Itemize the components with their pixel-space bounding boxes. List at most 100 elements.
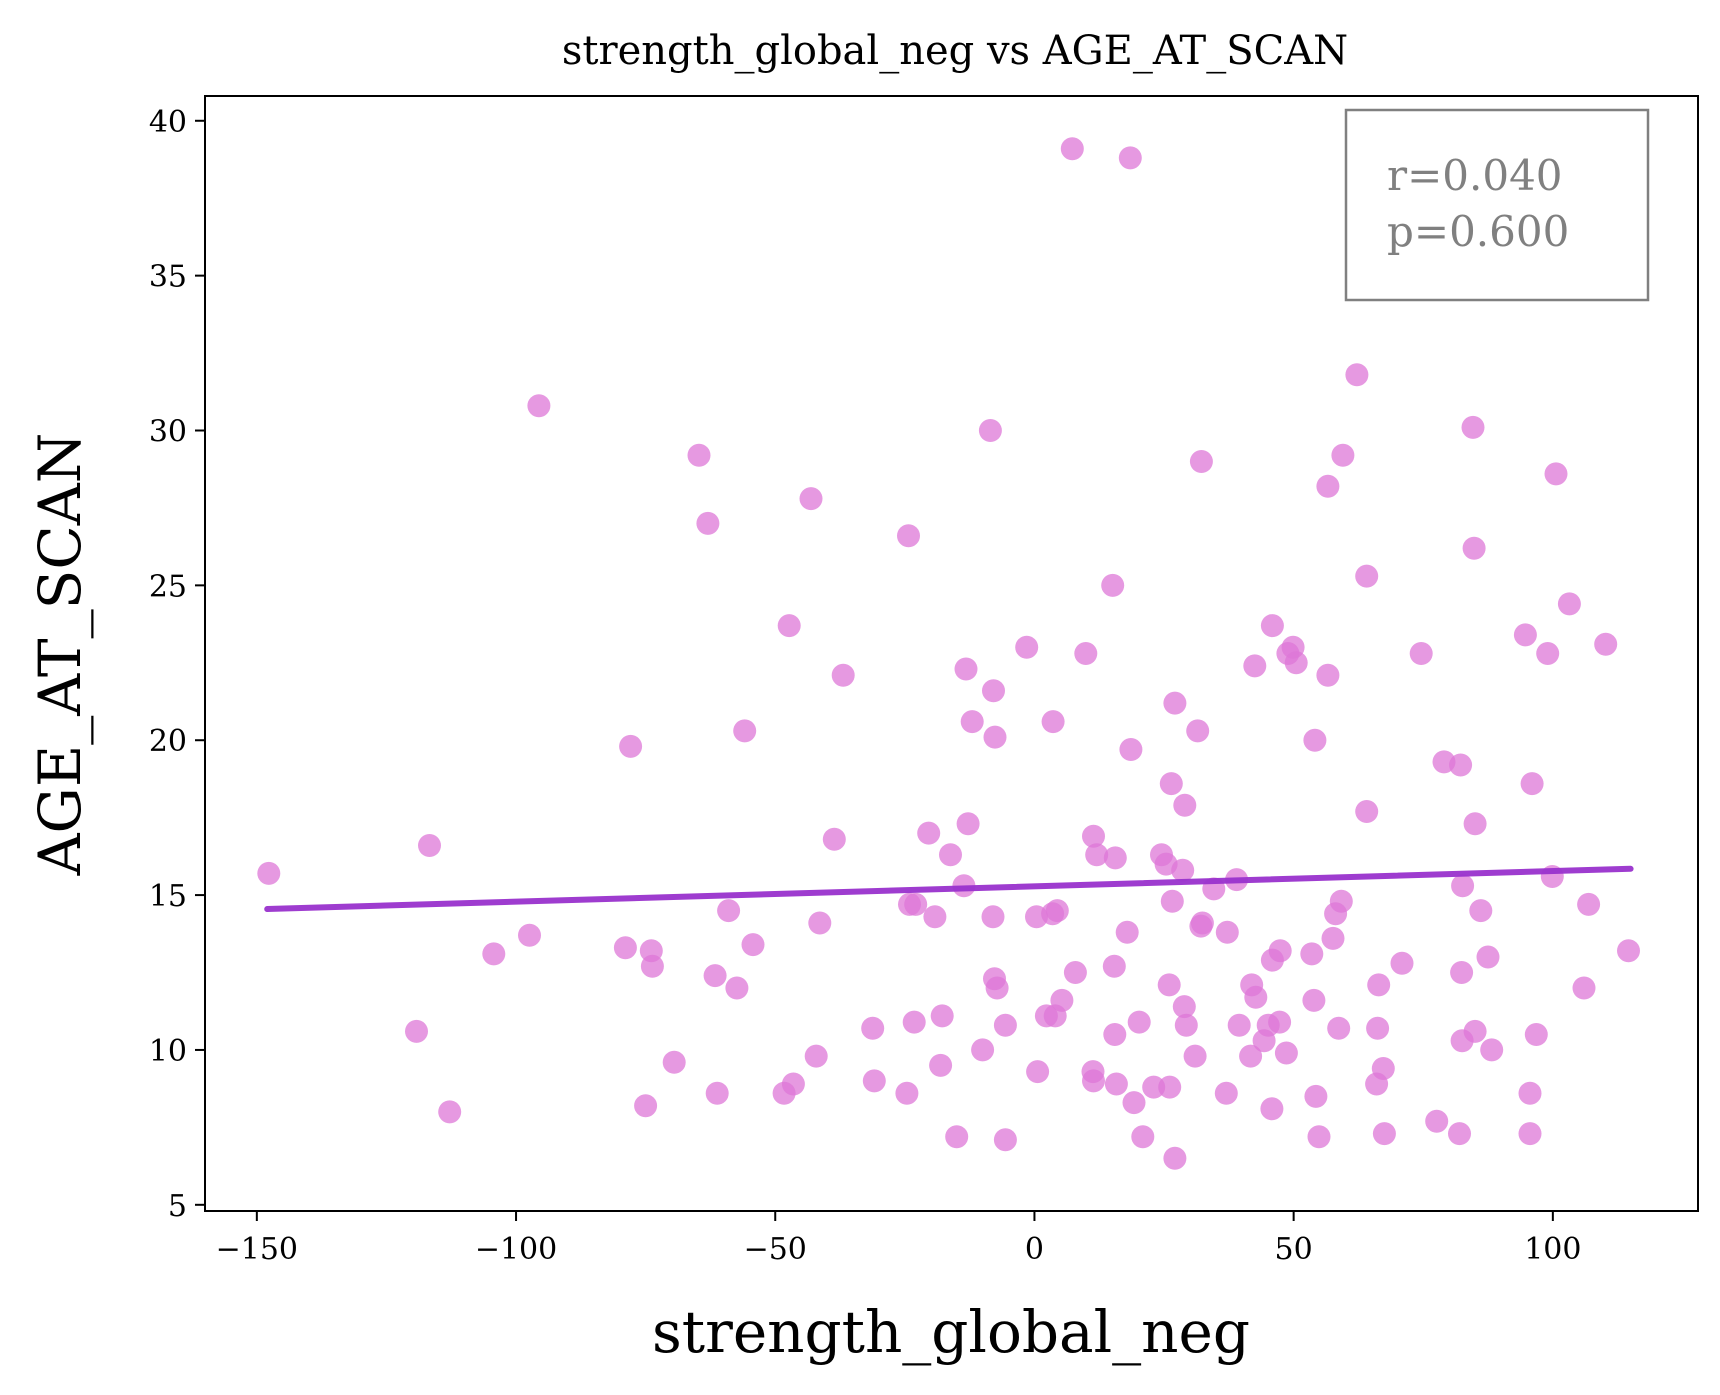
data-point: [1577, 892, 1601, 916]
data-point: [1215, 920, 1239, 944]
data-point: [1572, 976, 1596, 1000]
y-tick-label: 40: [149, 105, 187, 140]
data-point: [1303, 728, 1327, 752]
x-axis: −150 −100 −50 0 50 100: [216, 1211, 1581, 1267]
points-layer: [257, 137, 1640, 1170]
data-point: [993, 1013, 1017, 1037]
data-point: [954, 657, 978, 681]
data-point: [1518, 1122, 1542, 1146]
data-point: [1189, 450, 1213, 473]
data-point: [634, 1094, 658, 1118]
data-point: [1043, 1004, 1067, 1028]
data-point: [1331, 443, 1355, 467]
data-point: [1025, 905, 1048, 929]
stats-r-value: r=0.040: [1387, 151, 1563, 200]
data-point: [904, 892, 928, 916]
data-point: [438, 1100, 462, 1124]
data-point: [1102, 954, 1126, 978]
data-point: [982, 679, 1005, 703]
plot-frame: [204, 95, 1699, 1212]
data-point: [1159, 772, 1183, 796]
data-point: [1163, 691, 1187, 715]
data-point: [831, 663, 855, 687]
data-point: [1174, 1013, 1198, 1037]
data-point: [1518, 1081, 1542, 1105]
data-point: [1425, 1109, 1449, 1133]
data-point: [945, 1125, 969, 1149]
x-tick-label: 0: [1025, 1232, 1044, 1267]
data-point: [861, 1016, 885, 1040]
data-point: [1557, 592, 1581, 616]
data-point: [1171, 858, 1195, 882]
data-point: [1480, 1038, 1504, 1062]
data-point: [930, 1004, 954, 1028]
chart-title: strength_global_neg vs AGE_AT_SCAN: [562, 28, 1348, 74]
data-point: [703, 964, 727, 988]
data-point: [1450, 961, 1474, 984]
data-point: [1103, 846, 1127, 870]
data-point: [1227, 1013, 1251, 1037]
data-point: [1163, 1146, 1187, 1170]
data-point: [1450, 1029, 1474, 1053]
data-point: [1186, 719, 1210, 743]
data-point: [1327, 1016, 1351, 1040]
data-point: [1469, 899, 1493, 923]
data-point: [1321, 926, 1345, 950]
data-point: [1462, 536, 1486, 560]
data-point: [1173, 793, 1197, 817]
fit-line-layer: [264, 865, 1634, 913]
data-point: [923, 905, 947, 929]
data-point: [1015, 635, 1039, 659]
data-point: [1316, 663, 1340, 687]
data-point: [1316, 474, 1340, 498]
data-point: [978, 419, 1002, 442]
x-axis-label: strength_global_neg: [652, 1298, 1250, 1366]
data-point: [1476, 945, 1500, 969]
data-point: [1366, 1016, 1390, 1040]
data-point: [733, 719, 757, 743]
data-point: [1103, 1023, 1127, 1046]
data-point: [1101, 573, 1125, 597]
data-point: [1115, 920, 1139, 944]
data-point: [1390, 951, 1414, 975]
data-point: [1122, 1091, 1146, 1115]
data-point: [1041, 710, 1065, 734]
data-point: [1157, 973, 1181, 997]
data-point: [1365, 1072, 1389, 1096]
stats-p-value: p=0.600: [1387, 207, 1569, 256]
data-point: [1367, 973, 1391, 997]
data-point: [1160, 889, 1184, 913]
y-tick-label: 35: [149, 260, 187, 295]
data-point: [1520, 772, 1544, 796]
data-point: [405, 1019, 428, 1043]
data-point: [1243, 654, 1267, 678]
data-point: [1060, 137, 1084, 161]
data-point: [902, 1010, 926, 1034]
data-point: [895, 1081, 919, 1105]
data-point: [993, 1128, 1017, 1152]
data-point: [1448, 1122, 1471, 1146]
data-point: [1345, 363, 1369, 387]
y-tick-label: 15: [149, 879, 187, 914]
data-point: [1513, 623, 1537, 647]
data-point: [418, 834, 441, 857]
data-point: [619, 734, 643, 758]
x-tick-label: 100: [1524, 1232, 1581, 1267]
data-point: [1463, 812, 1487, 836]
regression-line: [264, 865, 1634, 913]
data-point: [1172, 995, 1196, 1019]
data-point: [662, 1050, 686, 1074]
data-point: [981, 905, 1005, 929]
data-point: [1524, 1023, 1548, 1046]
data-point: [527, 394, 551, 418]
data-point: [1355, 800, 1379, 823]
data-point: [808, 911, 832, 935]
data-point: [1244, 985, 1268, 1009]
y-tick-label: 20: [149, 724, 187, 759]
data-point: [705, 1081, 729, 1105]
data-point: [1324, 902, 1348, 926]
data-point: [777, 614, 801, 638]
y-axis-label: AGE_AT_SCAN: [26, 433, 94, 877]
data-point: [1082, 1069, 1105, 1093]
